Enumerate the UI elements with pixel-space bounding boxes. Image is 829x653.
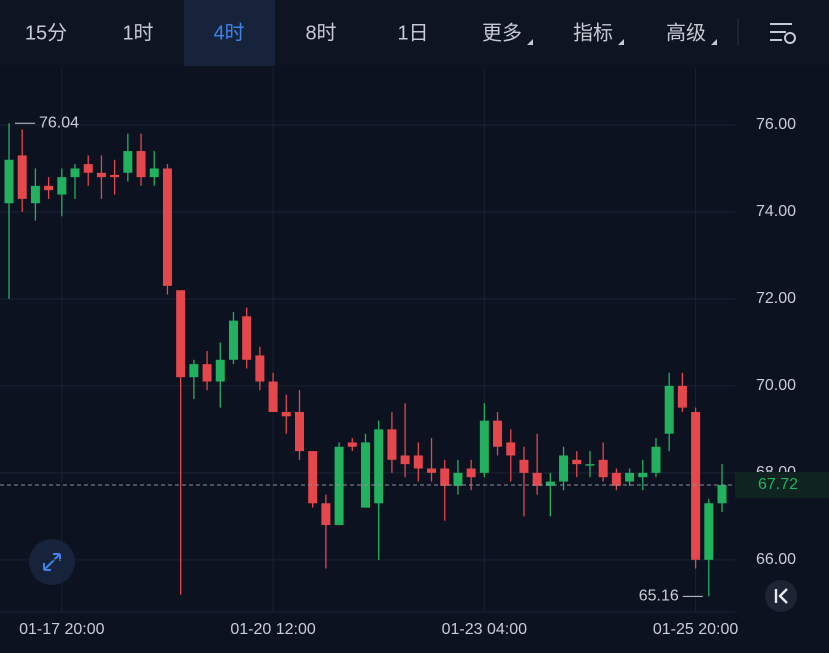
candle-body — [70, 168, 80, 178]
candle-body — [545, 481, 555, 486]
max-marker-label: 76.04 — [39, 114, 79, 131]
candle-body — [176, 290, 186, 378]
last-price-label: 67.72 — [758, 476, 798, 493]
y-tick-label: 66.00 — [756, 551, 796, 568]
candle-body — [387, 429, 397, 460]
candle-body — [189, 364, 199, 378]
candle-body — [717, 485, 727, 504]
candle-body — [57, 177, 67, 195]
candle-body — [321, 503, 331, 526]
candle-body — [440, 468, 450, 486]
candle-body — [677, 385, 687, 408]
candle-body — [479, 420, 489, 473]
candle-body — [466, 468, 476, 478]
tab[interactable]: 15分 — [25, 21, 67, 44]
candle-body — [638, 472, 648, 478]
candle-body — [242, 316, 252, 360]
candle-body — [506, 442, 516, 456]
candle-body — [585, 464, 595, 466]
y-tick-label: 70.00 — [756, 377, 796, 394]
min-marker-label: 65.16 — [639, 588, 679, 605]
candle-body — [519, 459, 529, 473]
y-tick-label: 74.00 — [756, 203, 796, 220]
candle-body — [83, 164, 93, 173]
tabs: 15分 1时 4时 8时 1日 更多 指标 高级 — [25, 0, 717, 66]
tab[interactable]: 指标 — [573, 21, 613, 44]
candle-body — [162, 168, 172, 286]
candle-body — [413, 455, 423, 469]
candle-body — [123, 151, 133, 173]
candle-body — [268, 381, 278, 412]
candle-body — [215, 359, 225, 382]
candle-body — [453, 472, 463, 486]
candle-body — [400, 455, 410, 465]
candle-body — [110, 174, 120, 178]
active-tab-bg — [184, 0, 275, 66]
x-tick-label: 01-20 12:00 — [230, 621, 316, 638]
dropdown-triangle — [711, 39, 717, 45]
candle-body — [532, 472, 542, 486]
tab[interactable]: 高级 — [666, 21, 706, 44]
dropdown-triangle — [618, 39, 624, 45]
candle-body — [361, 442, 370, 508]
tab[interactable]: 1日 — [397, 22, 428, 44]
candle-body — [255, 355, 265, 382]
candle-body — [598, 459, 608, 478]
y-tick-label: 72.00 — [756, 290, 796, 307]
tab-bar — [0, 0, 829, 66]
candle-body — [374, 429, 384, 504]
candle-body — [149, 168, 159, 178]
candle-body — [334, 446, 344, 526]
dropdown-triangle — [527, 39, 533, 45]
candle-body — [611, 472, 621, 486]
candle-body — [294, 411, 304, 452]
candle-body — [427, 468, 437, 473]
y-tick-label: 76.00 — [756, 116, 796, 133]
candle-body — [30, 185, 40, 204]
candle-body — [96, 172, 106, 178]
candle-body — [704, 503, 714, 560]
back-button[interactable] — [765, 580, 797, 612]
candle-body — [44, 185, 54, 191]
settings-icon[interactable] — [770, 23, 796, 44]
tab[interactable]: 8时 — [305, 21, 336, 44]
candle-body — [625, 472, 635, 482]
tab[interactable]: 1时 — [122, 21, 153, 44]
tab[interactable]: 更多 — [482, 21, 522, 44]
candle-body — [651, 446, 661, 473]
candle-body — [493, 420, 503, 447]
last-price-tag — [735, 472, 829, 499]
candle-body — [559, 455, 569, 482]
x-tick-label: 01-17 20:00 — [19, 621, 105, 638]
candle-body — [347, 442, 357, 447]
candle-body — [572, 459, 582, 465]
candle-body — [202, 364, 212, 382]
tab[interactable]: 4时 — [213, 21, 244, 44]
candle-body — [4, 159, 14, 204]
candle-body — [136, 151, 146, 178]
candle-body — [17, 155, 27, 199]
x-tick-label: 01-25 20:00 — [653, 621, 739, 638]
candle-body — [691, 411, 701, 560]
x-tick-label: 01-23 04:00 — [442, 621, 528, 638]
expand-button[interactable] — [29, 539, 75, 585]
candle-body — [281, 411, 291, 417]
candle-body — [664, 385, 674, 434]
candle-body — [308, 451, 318, 504]
candle-body — [228, 320, 238, 360]
